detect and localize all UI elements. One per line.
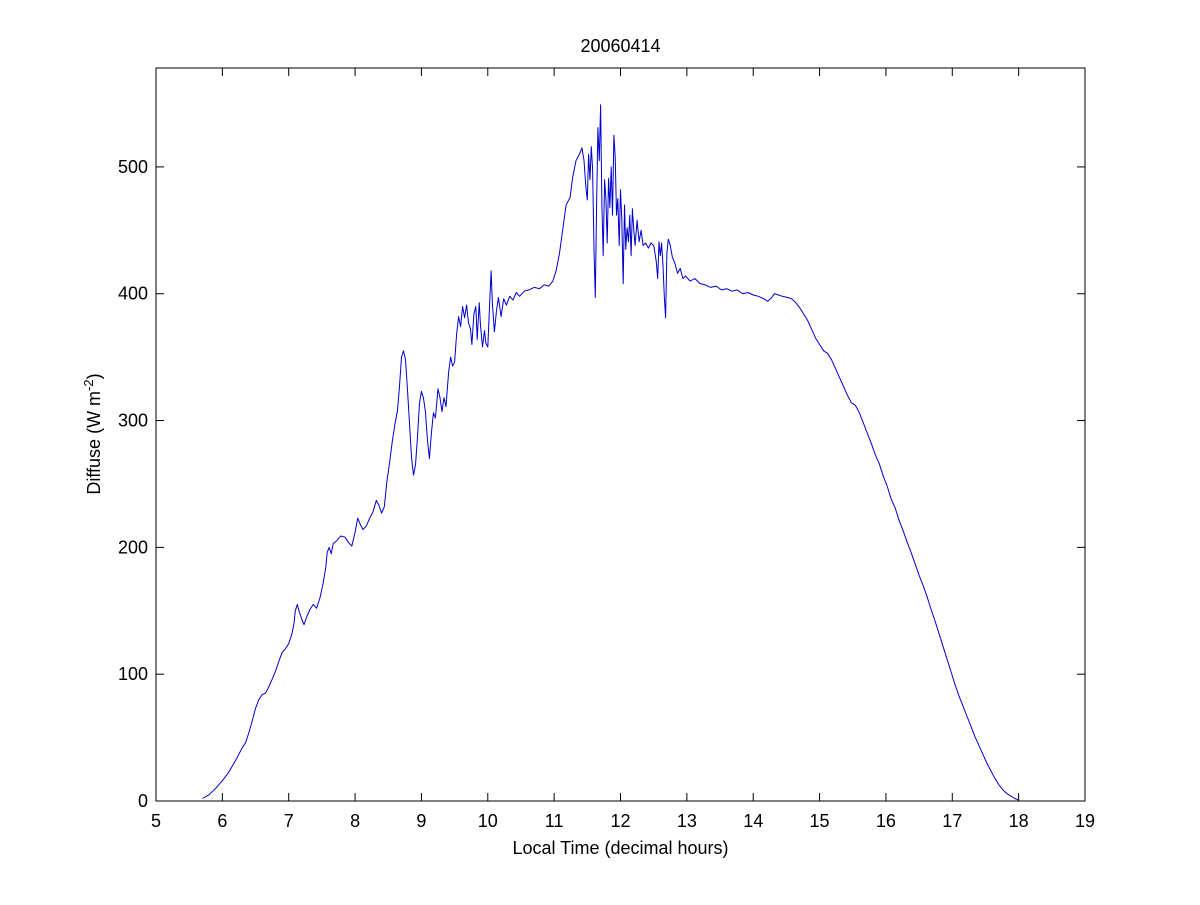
x-axis-label: Local Time (decimal hours): [512, 838, 728, 858]
y-tick-label: 500: [118, 157, 148, 177]
x-tick-label: 19: [1075, 811, 1095, 831]
x-tick-label: 6: [217, 811, 227, 831]
y-axis-label-superscript: -2: [81, 379, 96, 391]
x-tick-label: 9: [416, 811, 426, 831]
x-tick-label: 18: [1009, 811, 1029, 831]
y-axis-label-main: Diffuse (W m: [84, 391, 104, 495]
x-tick-label: 12: [610, 811, 630, 831]
y-tick-label: 200: [118, 537, 148, 557]
x-tick-label: 11: [545, 811, 564, 831]
x-tick-label: 10: [478, 811, 498, 831]
y-tick-label: 0: [138, 791, 148, 811]
x-tick-label: 7: [284, 811, 294, 831]
x-tick-label: 8: [350, 811, 360, 831]
y-axis: 0 100 200 300 400 500: [118, 157, 1085, 811]
x-tick-label: 13: [677, 811, 697, 831]
x-axis: 5 6 7 8 9 10 11 12 13 14 15 16 17 18 19: [151, 68, 1095, 831]
x-tick-label: 15: [810, 811, 830, 831]
y-tick-label: 100: [118, 664, 148, 684]
chart-title: 20060414: [580, 36, 660, 56]
y-tick-label: 300: [118, 411, 148, 431]
x-tick-label: 16: [876, 811, 896, 831]
y-axis-label: Diffuse (W m-2): [81, 373, 104, 494]
x-tick-label: 14: [743, 811, 763, 831]
y-tick-label: 400: [118, 284, 148, 304]
y-axis-label-suffix: ): [84, 373, 104, 379]
series-line-diffuse: [202, 104, 1020, 802]
x-tick-label: 17: [942, 811, 962, 831]
x-tick-label: 5: [151, 811, 161, 831]
